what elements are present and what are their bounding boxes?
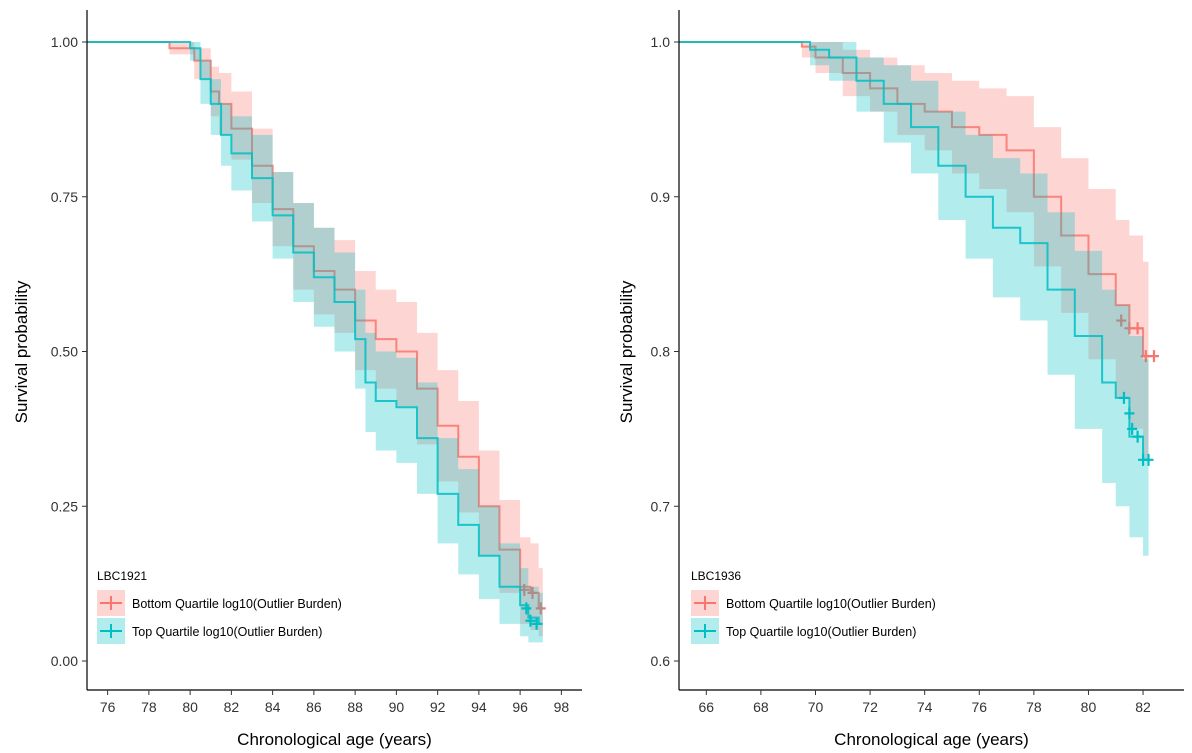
censor-mark [531,617,542,630]
series-1 [87,41,543,643]
km-plot-lbc1936: 0.6 0.7 0.8 0.9 1.0 66 68 70 72 74 76 78 80 82 Chronol… [617,10,1184,749]
censor-mark [1132,322,1143,335]
censor-mark [521,602,532,615]
legend: LBC1936 Bottom Quartile log10(Outlier Bur… [691,569,936,644]
y-tick-label: 0.9 [651,189,671,205]
x-tick-label: 94 [471,699,487,715]
legend-title: LBC1921 [97,569,147,583]
x-tick-label: 70 [808,699,824,715]
censor-mark [1148,350,1159,363]
x-tick-label: 80 [182,699,198,715]
censor-mark [535,602,546,615]
confidence-band [679,42,1149,556]
x-axis-title: Chronological age (years) [237,730,432,749]
x-tick-label: 76 [100,699,116,715]
y-axis-title: Survival probability [12,280,31,423]
legend-label: Bottom Quartile log10(Outlier Burden) [726,597,936,611]
series-0 [679,41,1159,460]
y-tick-label: 1.00 [51,34,78,50]
x-tick-label: 82 [1135,699,1151,715]
x-tick-label: 76 [971,699,987,715]
legend-key [691,618,719,644]
survival-curve [87,41,543,625]
y-tick-label: 0.25 [51,498,78,514]
x-tick-label: 72 [862,699,878,715]
legend-label: Top Quartile log10(Outlier Burden) [726,625,916,639]
legend-key [97,618,125,644]
x-tick-label: 98 [554,699,570,715]
confidence-band [87,42,543,643]
y-tick-label: 1.0 [651,34,671,50]
plot-area [87,41,546,643]
y-tick-label: 0.00 [51,653,78,669]
censor-mark [1143,453,1154,466]
censor-mark [1124,407,1135,420]
censor-mark [525,614,536,627]
x-tick-label: 92 [430,699,446,715]
legend-title: LBC1936 [691,569,741,583]
y-tick-label: 0.75 [51,189,78,205]
x-tick-label: 82 [224,699,240,715]
y-tick-label: 0.7 [651,498,671,514]
censor-mark [1116,314,1127,327]
survival-curve [679,41,1149,461]
x-tick-label: 66 [699,699,715,715]
legend-label: Bottom Quartile log10(Outlier Burden) [132,597,342,611]
plot-area [679,41,1159,556]
x-tick-label: 78 [141,699,157,715]
y-tick-label: 0.50 [51,344,78,360]
x-tick-label: 78 [1026,699,1042,715]
x-tick-label: 90 [389,699,405,715]
x-axis-title: Chronological age (years) [834,730,1029,749]
x-tick-label: 80 [1081,699,1097,715]
x-tick-label: 86 [306,699,322,715]
censor-mark [527,586,538,599]
km-plot-lbc1921: 0.00 0.25 0.50 0.75 1.00 76 78 80 82 84 86 88 90 92 94… [12,10,582,749]
y-axis-title: Survival probability [617,280,636,423]
series-1 [679,41,1154,556]
x-tick-label: 96 [512,699,528,715]
x-tick-label: 74 [917,699,933,715]
x-tick-label: 84 [265,699,281,715]
legend-key [691,590,719,616]
legend-label: Top Quartile log10(Outlier Burden) [132,625,322,639]
legend: LBC1921 Bottom Quartile log10(Outlier Bur… [97,569,342,644]
x-tick-label: 68 [753,699,769,715]
censor-mark [1132,430,1143,443]
y-tick-label: 0.6 [651,653,671,669]
y-tick-label: 0.8 [651,344,671,360]
survival-curve [679,41,1149,358]
censor-mark [1118,391,1129,404]
legend-key [97,590,125,616]
censor-mark [1127,422,1138,435]
confidence-band [679,42,1149,460]
x-tick-label: 88 [347,699,363,715]
